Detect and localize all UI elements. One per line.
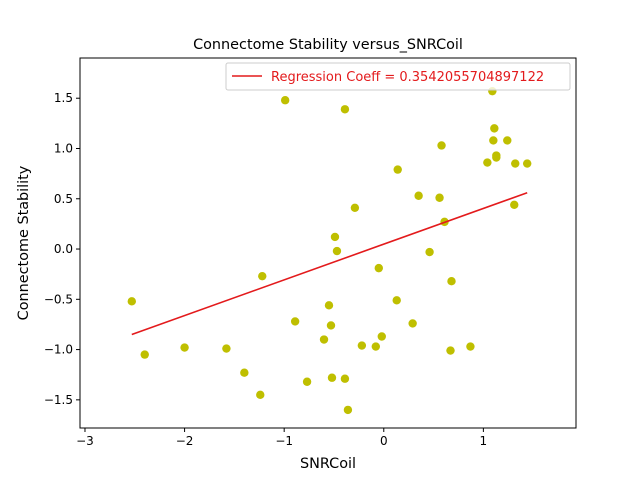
- scatter-point: [425, 247, 434, 257]
- y-tick-label: −0.5: [44, 292, 73, 306]
- regression-layer: [131, 191, 528, 336]
- scatter-point: [414, 191, 423, 200]
- scatter-point: [140, 350, 149, 359]
- scatter-point: [324, 301, 334, 310]
- legend-box: [225, 62, 571, 91]
- scatter-point: [446, 346, 455, 355]
- legend: Regression Coeff = 0.3542055704897122: [225, 62, 571, 91]
- x-tick-label: −3: [76, 434, 94, 448]
- scatter-point: [483, 158, 492, 167]
- scatter-points: [127, 86, 532, 415]
- scatter-point: [350, 203, 360, 213]
- scatter-point: [332, 246, 342, 256]
- scatter-point: [447, 277, 456, 286]
- scatter-point: [340, 105, 350, 114]
- scatter-point: [393, 165, 402, 174]
- scatter-point: [489, 136, 498, 145]
- legend-label: Regression Coeff = 0.3542055704897122: [271, 70, 544, 85]
- scatter-point: [258, 271, 267, 281]
- scatter-point: [357, 341, 367, 350]
- scatter-point: [490, 124, 499, 133]
- x-tick-label: 1: [480, 434, 488, 448]
- scatter-point: [492, 151, 501, 160]
- scatter-point: [522, 159, 532, 168]
- scatter-point: [180, 343, 189, 352]
- scatter-point: [435, 193, 444, 202]
- scatter-point: [466, 342, 475, 351]
- y-tick-label: −1.5: [44, 393, 73, 407]
- scatter-point: [340, 374, 350, 383]
- scatter-point: [240, 368, 249, 377]
- x-tick-label: −1: [275, 434, 293, 448]
- scatter-point: [437, 141, 446, 150]
- y-tick-label: 0.0: [54, 242, 73, 256]
- scatter-point: [290, 317, 300, 326]
- scatter-point: [408, 319, 417, 328]
- scatter-point: [302, 377, 312, 386]
- y-tick-label: 1.5: [54, 91, 73, 105]
- scatter-point: [510, 200, 519, 209]
- x-axis-label: SNRCoil: [300, 456, 356, 472]
- scatter-point: [327, 373, 337, 382]
- scatter-point: [511, 159, 520, 168]
- scatter-point: [503, 136, 512, 145]
- x-tick-label: 0: [380, 434, 388, 448]
- scatter-point: [330, 232, 340, 242]
- scatter-point: [343, 405, 353, 415]
- scatter-point: [377, 332, 386, 341]
- x-tick-label: −2: [176, 434, 194, 448]
- scatter-point: [374, 263, 383, 273]
- scatter-point: [280, 96, 290, 105]
- scatter-point: [371, 342, 381, 351]
- scatter-point: [222, 344, 231, 353]
- regression-line: [131, 191, 528, 336]
- y-axis-ticks: −1.5 −1.0 −0.5 0.0 0.5 1.0 1.5: [44, 91, 80, 407]
- y-tick-label: 0.5: [54, 192, 73, 206]
- scatter-point: [127, 297, 136, 306]
- x-axis-ticks: −3 −2 −1 0 1: [76, 428, 487, 448]
- scatter-point: [392, 296, 401, 305]
- y-tick-label: 1.0: [54, 141, 73, 155]
- chart-title: Connectome Stability versus_SNRCoil: [193, 37, 463, 53]
- scatter-point: [326, 321, 336, 330]
- y-axis-label: Connectome Stability: [16, 165, 32, 320]
- y-tick-label: −1.0: [44, 343, 73, 357]
- scatter-point: [256, 390, 265, 400]
- scatter-point: [319, 335, 329, 344]
- axes-frame: [79, 57, 577, 429]
